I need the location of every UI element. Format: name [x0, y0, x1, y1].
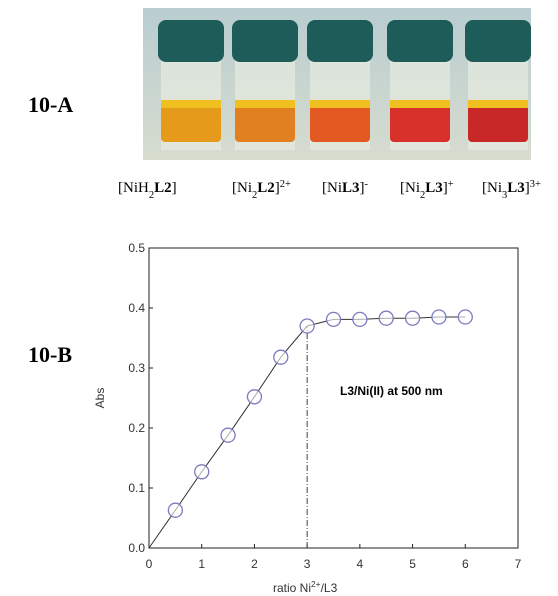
- label-part: /L3: [321, 581, 338, 595]
- label-part: ]: [443, 180, 448, 196]
- data-point: [325, 311, 342, 328]
- liquid: [235, 102, 295, 142]
- x-tick-label: 1: [198, 557, 205, 571]
- data-point: [194, 464, 210, 480]
- label-part: [Ni: [482, 180, 502, 196]
- y-tick-label: 0.4: [128, 301, 145, 315]
- data-point: [378, 310, 394, 326]
- label: [NiL3]-: [322, 179, 369, 197]
- label: [Ni2L2]2+: [232, 179, 291, 201]
- data-point: [167, 502, 184, 518]
- liquid: [390, 102, 450, 142]
- label-part: +: [448, 179, 454, 190]
- y-tick-label: 0.2: [128, 421, 145, 435]
- label-part: 2: [420, 190, 425, 201]
- data-point: [273, 349, 289, 365]
- y-tick-label: 0.0: [128, 541, 145, 555]
- data-point: [352, 311, 368, 328]
- liquid-top: [390, 100, 450, 108]
- label-part: 2: [149, 190, 154, 201]
- x-tick-label: 4: [357, 557, 364, 571]
- liquid: [468, 102, 528, 142]
- label-part: L2: [154, 180, 172, 196]
- label-part: -: [365, 179, 369, 190]
- label-part: 3: [502, 190, 507, 201]
- liquid-top: [235, 100, 295, 108]
- cap: [465, 20, 531, 62]
- data-point: [431, 309, 447, 325]
- x-tick-label: 7: [515, 557, 522, 571]
- liquid-top: [310, 100, 370, 108]
- photo: [143, 8, 531, 160]
- label-part: 2+: [311, 579, 321, 589]
- liquid-top: [161, 100, 221, 108]
- label-part: L3: [425, 180, 443, 196]
- data-point: [246, 389, 263, 405]
- label-part: ]: [525, 180, 530, 196]
- y-tick-label: 0.1: [128, 481, 145, 495]
- annotation: L3/Ni(II) at 500 nm: [340, 384, 443, 398]
- data-point: [404, 310, 421, 326]
- label-part: [NiH: [118, 180, 149, 196]
- liquid: [161, 102, 221, 142]
- label-part: [Ni: [322, 180, 342, 196]
- data-point: [299, 318, 315, 334]
- label-part: [Ni: [232, 180, 252, 196]
- y-axis-label: Abs: [93, 388, 107, 409]
- label-part: 3+: [530, 179, 541, 190]
- data-point: [457, 309, 473, 325]
- cap: [387, 20, 453, 62]
- label-part: L3: [507, 180, 525, 196]
- label: [Ni2L3]+: [400, 179, 454, 201]
- label-part: ]: [275, 180, 280, 196]
- plot-frame: [148, 247, 519, 549]
- x-tick-label: 3: [304, 557, 311, 571]
- panel-label: 10-B: [28, 342, 72, 367]
- data-point: [220, 427, 236, 443]
- cap: [307, 20, 373, 62]
- label-part: ]: [172, 180, 177, 196]
- label-part: L2: [257, 180, 275, 196]
- y-tick-label: 0.5: [128, 241, 145, 255]
- label-part: [Ni: [400, 180, 420, 196]
- label-part: 2+: [280, 179, 291, 190]
- x-tick-label: 5: [409, 557, 416, 571]
- label-part: ratio Ni: [273, 581, 311, 595]
- cap: [158, 20, 224, 62]
- x-tick-label: 0: [146, 557, 153, 571]
- label: ratio Ni2+/L3: [273, 579, 338, 595]
- label-part: L3: [342, 180, 360, 196]
- x-tick-label: 6: [462, 557, 469, 571]
- cap: [232, 20, 298, 62]
- label-part: ]: [360, 180, 365, 196]
- liquid-top: [468, 100, 528, 108]
- label-part: 2: [252, 190, 257, 201]
- label: [NiH2L2]: [118, 180, 177, 201]
- liquid: [310, 102, 370, 142]
- x-tick-label: 2: [251, 557, 258, 571]
- label: [Ni3L3]3+: [482, 179, 541, 201]
- y-tick-label: 0.3: [128, 361, 145, 375]
- panel-label: 10-A: [28, 92, 73, 117]
